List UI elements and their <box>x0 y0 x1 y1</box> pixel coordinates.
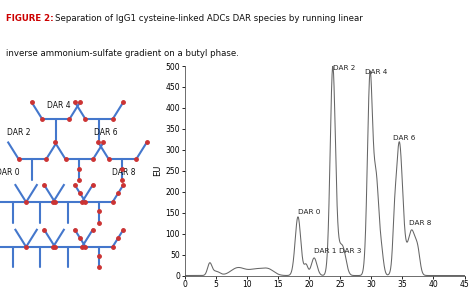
Text: Separation of IgG1 cysteine-linked ADCs DAR species by running linear: Separation of IgG1 cysteine-linked ADCs … <box>55 14 362 23</box>
Text: DAR 4: DAR 4 <box>47 101 71 110</box>
Text: inverse ammonium-sulfate gradient on a butyl phase.: inverse ammonium-sulfate gradient on a b… <box>6 49 238 58</box>
Text: DAR 2: DAR 2 <box>7 128 31 137</box>
Text: DAR 4: DAR 4 <box>365 69 387 75</box>
Text: DAR 8: DAR 8 <box>409 220 431 226</box>
Text: DAR 6: DAR 6 <box>94 128 117 137</box>
Y-axis label: EU: EU <box>154 165 163 177</box>
Text: DAR 2: DAR 2 <box>333 65 355 71</box>
Text: DAR 6: DAR 6 <box>393 135 415 141</box>
Text: DAR 0: DAR 0 <box>298 209 320 215</box>
Text: FIGURE 2:: FIGURE 2: <box>6 14 53 23</box>
Text: DAR 1: DAR 1 <box>314 248 337 254</box>
Text: DAR 8: DAR 8 <box>112 168 135 177</box>
Text: DAR 0: DAR 0 <box>0 168 20 177</box>
Text: DAR 3: DAR 3 <box>339 248 361 254</box>
